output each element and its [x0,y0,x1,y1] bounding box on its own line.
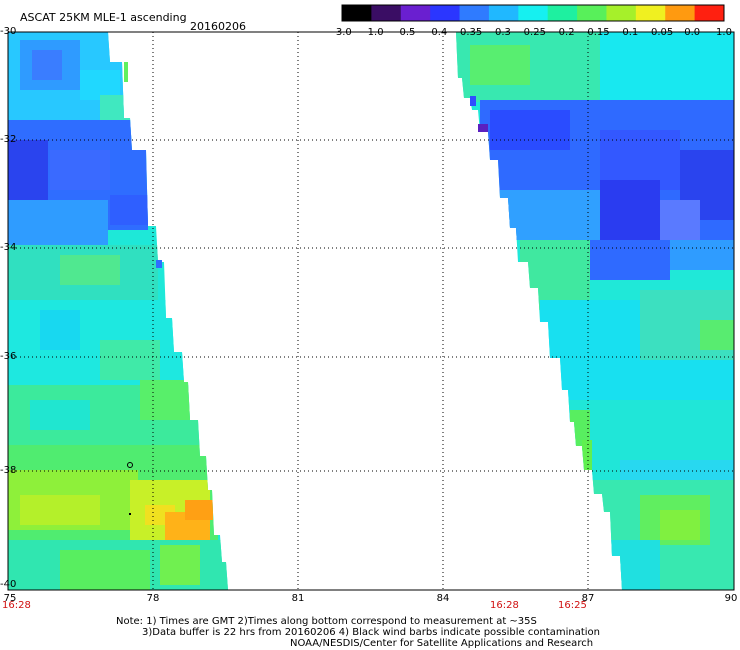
lat-label-40: -40 [0,579,17,590]
lon-label-84: 84 [436,593,450,604]
colorbar-label: -0.05 [647,27,674,38]
colorbar-swatch [342,5,372,21]
swath-time-right-b: 16:25 [558,600,587,611]
lat-label-38: -38 [0,465,17,476]
colorbar-swatch [488,5,519,21]
colorbar-swatch [518,5,549,21]
lon-label-90: 90 [724,593,738,604]
colorbar-swatch [665,5,696,21]
wind-barb-mark [127,462,133,468]
swath-time-left: 16:28 [2,600,31,611]
colorbar-label: -0.1 [618,27,639,38]
colorbar-swatch [577,5,607,21]
colorbar-swatch [635,5,666,21]
colorbar-label: 0.0 [684,27,701,38]
colorbar-swatch [459,5,490,21]
colorbar-swatch [547,5,578,21]
colorbar-swatch [694,5,725,21]
colorbar-label: -3.0 [332,27,352,38]
lat-label-30: -30 [0,26,17,37]
colorbar-label: -0.2 [555,27,575,38]
colorbar-swatch [400,5,431,21]
right-swath [456,32,734,590]
lon-label-78: 78 [146,593,160,604]
colorbar-label: -0.5 [395,27,416,38]
colorbar-label: -0.4 [427,27,448,38]
colorbar-label: -1.0 [364,27,384,38]
colorbar-swatch [371,5,402,21]
colorbar-label: -0.35 [456,27,483,38]
note-line-1: Note: 1) Times are GMT 2)Times along bot… [116,616,537,627]
swath-time-right-a: 16:28 [490,600,519,611]
lon-label-75: 75 [3,593,17,604]
colorbar [341,4,725,22]
lon-label-81: 81 [291,593,305,604]
colorbar-label: 1.0 [716,27,732,38]
lon-label-87: 87 [581,593,595,604]
colorbar-label: -0.15 [583,27,610,38]
colorbar-swatch [430,5,461,21]
note-line-2: 3)Data buffer is 22 hrs from 20160206 4)… [142,627,600,638]
lat-label-32: -32 [0,134,17,145]
colorbar-label: -0.3 [491,27,511,38]
lat-label-34: -34 [0,242,17,253]
colorbar-label: -0.25 [520,27,546,38]
left-swath [8,32,228,590]
lat-label-36: -36 [0,351,17,362]
note-line-3: NOAA/NESDIS/Center for Satellite Applica… [290,638,594,649]
colorbar-swatch [606,5,637,21]
product-date: 20160206 [190,20,246,33]
product-title: ASCAT 25KM MLE-1 ascending [20,11,187,24]
